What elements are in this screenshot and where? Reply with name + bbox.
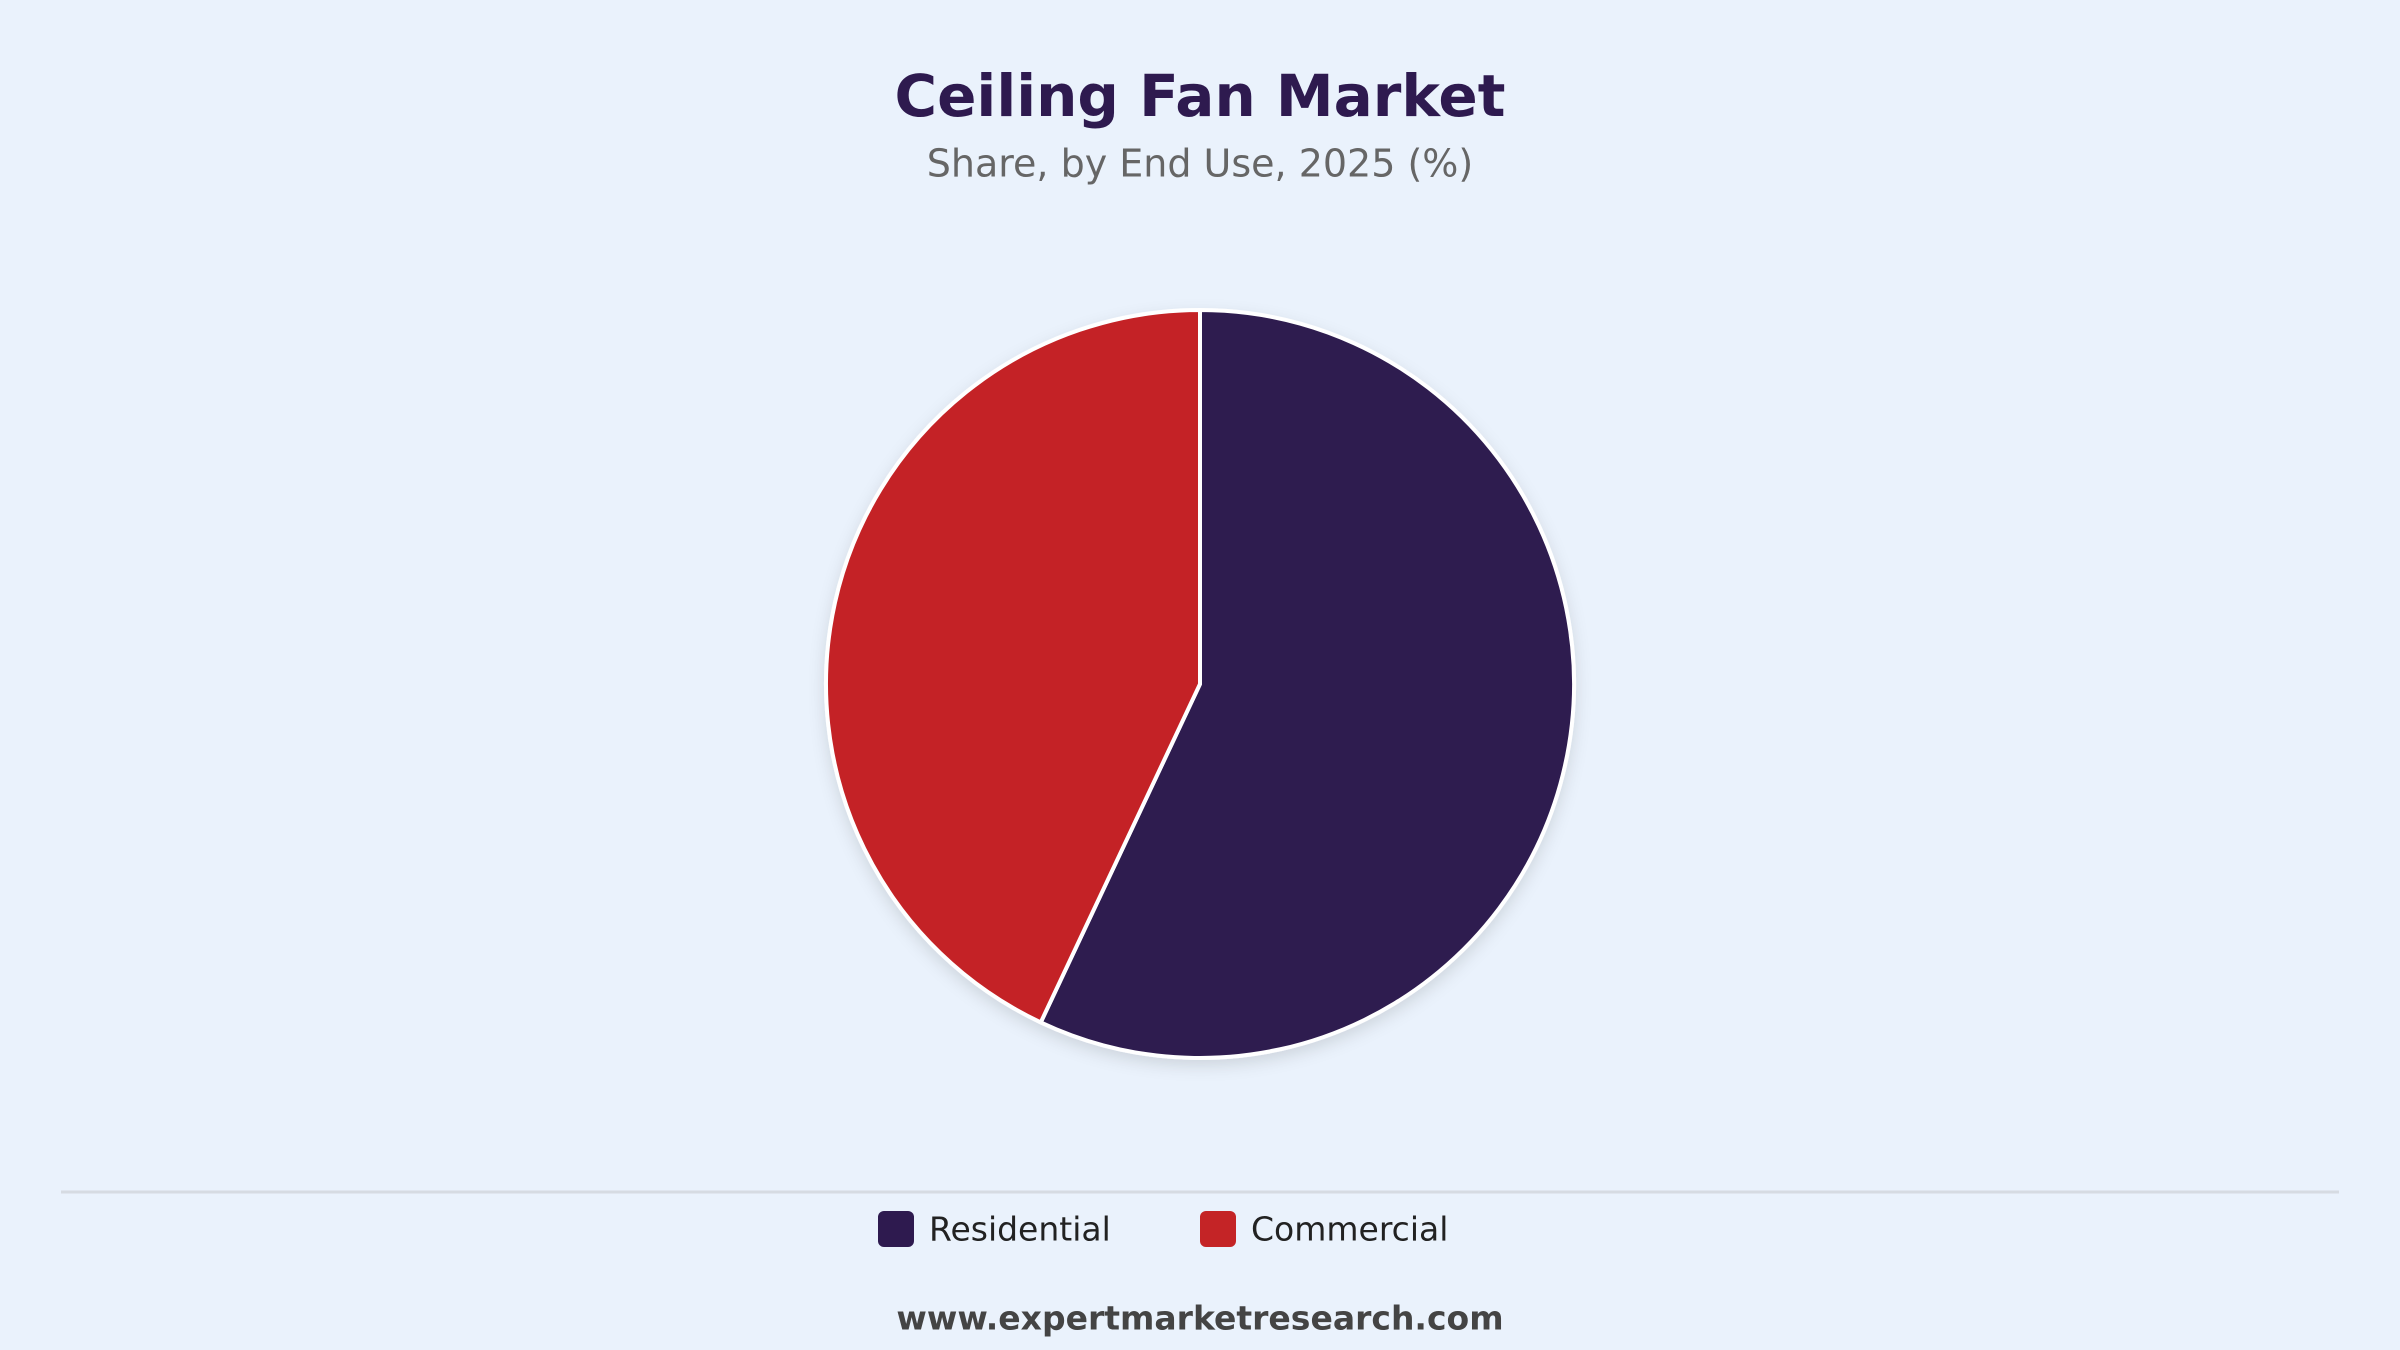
source: www.expertmarketresearch.com [896, 1299, 1503, 1338]
chart-subtitle: Share, by End Use, 2025 (%) [927, 142, 1474, 186]
legend-label: Commercial [1251, 1210, 1448, 1249]
pie-slice [824, 308, 1202, 1025]
chart-title: Ceiling Fan Market [895, 62, 1506, 130]
legend-label: Residential [929, 1210, 1111, 1249]
legend: Residential Commercial [878, 1210, 1448, 1249]
pie [824, 308, 1576, 1060]
pie-slice [1038, 308, 1576, 1060]
legend-swatch [1200, 1211, 1236, 1247]
legend-swatch [878, 1211, 914, 1247]
